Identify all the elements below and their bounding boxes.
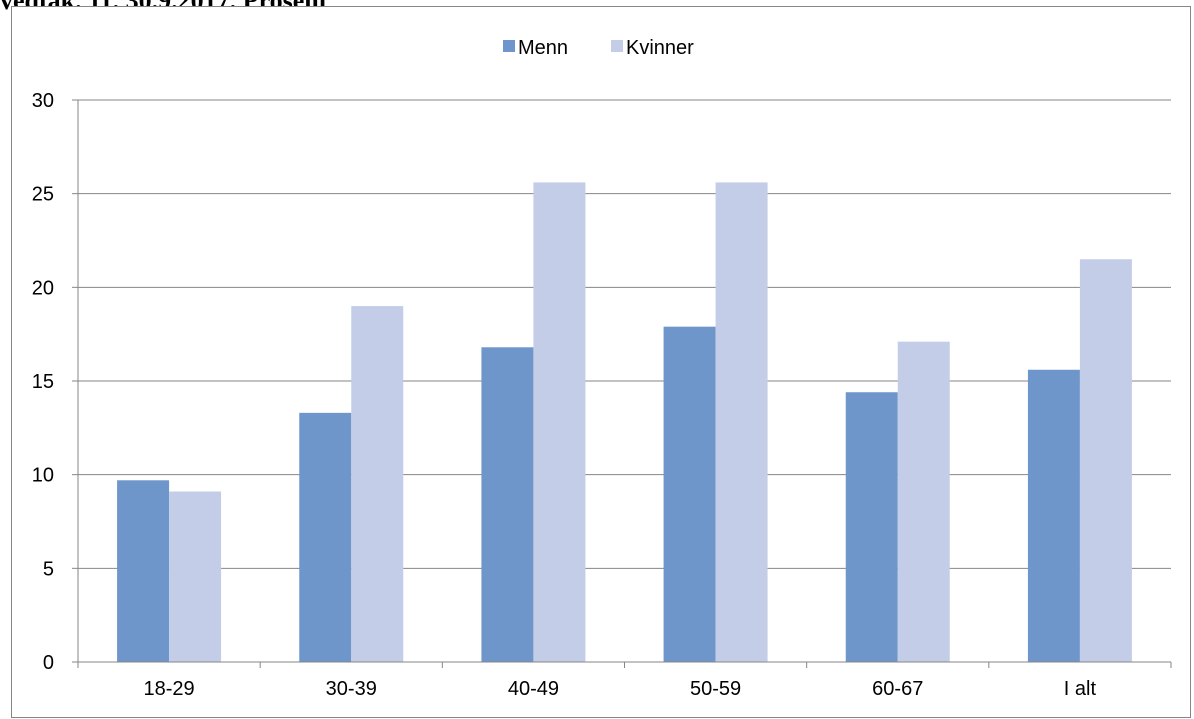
x-tick-label: 40-49: [508, 678, 559, 700]
y-tick-label: 10: [32, 465, 54, 487]
bar-menn-18-29: [117, 480, 170, 662]
y-tick-label: 15: [32, 371, 54, 393]
x-tick-label: 30-39: [326, 678, 377, 700]
bar-kvinner-i-alt: [1079, 259, 1132, 662]
y-tick-label: 5: [43, 558, 54, 580]
bar-menn-40-49: [481, 347, 534, 662]
y-tick-label: 25: [32, 184, 54, 206]
bars: [117, 182, 1132, 662]
bar-kvinner-50-59: [715, 182, 768, 662]
x-tick-label: 18-29: [144, 678, 195, 700]
bar-menn-30-39: [299, 412, 352, 662]
bar-kvinner-40-49: [533, 182, 586, 662]
y-tick-label: 20: [32, 277, 54, 299]
axes: 0 5 10 15 20 25 30 18-29 30-39 40-49 50-59 60-67 I a…: [32, 90, 1172, 700]
bar-kvinner-18-29: [169, 491, 222, 662]
legend-swatch-kvinner: [611, 40, 623, 52]
legend-label-menn: Menn: [518, 37, 568, 59]
x-tick-label: I alt: [1064, 678, 1097, 700]
legend: Menn Kvinner: [503, 37, 694, 59]
legend-swatch-menn: [503, 40, 515, 52]
gridlines: [78, 99, 1171, 569]
bar-kvinner-60-67: [897, 341, 950, 662]
legend-label-kvinner: Kvinner: [626, 37, 694, 59]
x-tick-label: 60-67: [872, 678, 923, 700]
bar-kvinner-30-39: [351, 306, 404, 662]
y-tick-label: 30: [32, 90, 54, 112]
bar-menn-i-alt: [1027, 369, 1080, 662]
bar-menn-60-67: [845, 392, 898, 662]
y-tick-label: 0: [43, 652, 54, 674]
bar-menn-50-59: [663, 326, 716, 662]
x-tick-label: 50-59: [690, 678, 741, 700]
